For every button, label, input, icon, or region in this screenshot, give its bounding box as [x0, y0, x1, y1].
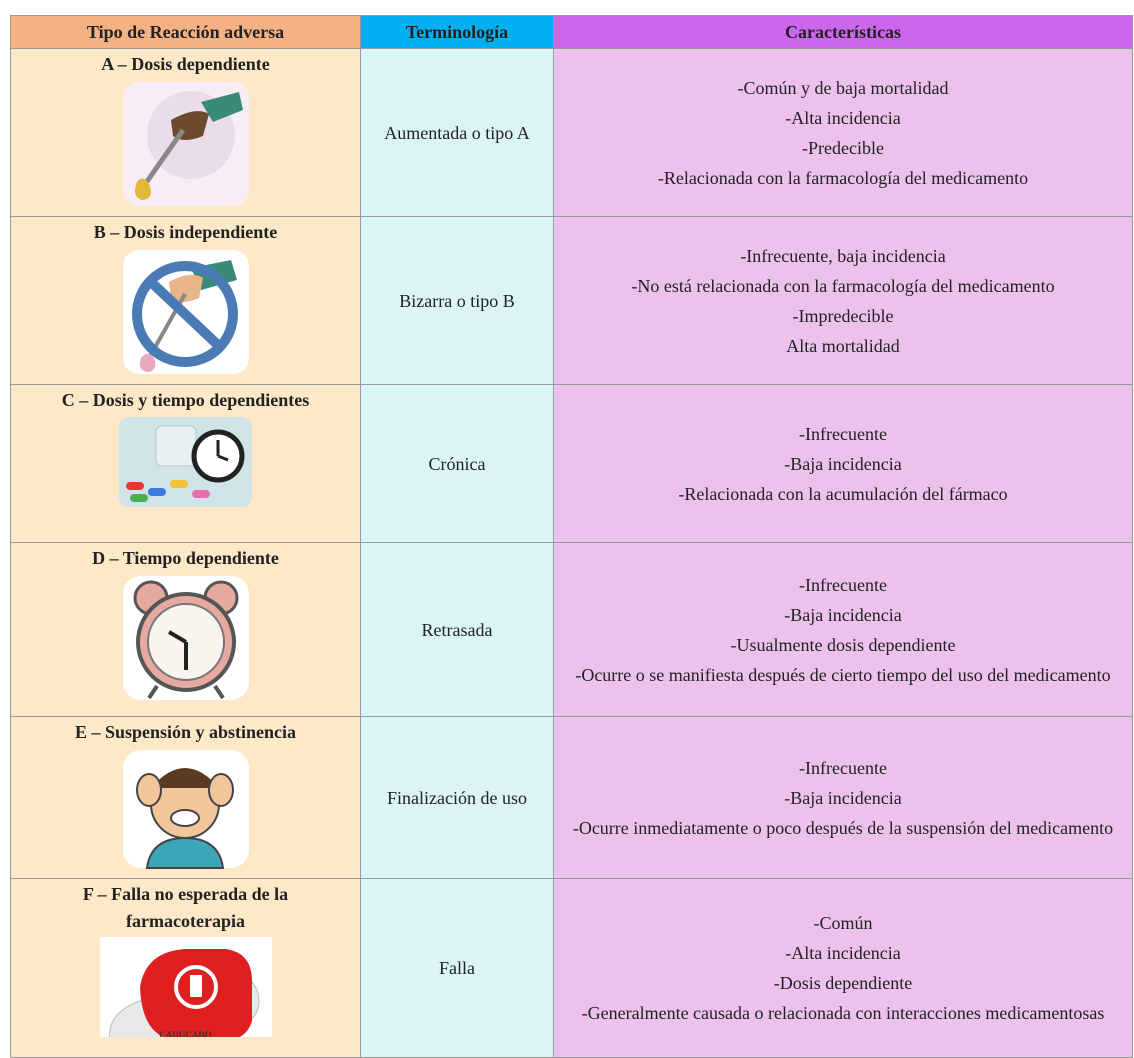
type-cell: E – Suspensión y abstinencia [10, 716, 361, 879]
characteristic: -Infrecuente [799, 757, 887, 778]
icon [99, 937, 272, 1037]
characteristic: -Usualmente dosis dependiente [730, 634, 956, 655]
type-image: CADUCADO [99, 937, 272, 1037]
type-label: F – Falla no esperada de la farmacoterap… [82, 884, 289, 931]
terminology-cell: Falla [360, 878, 554, 1058]
reactions-table: Tipo de Reacción adversa Terminología Ca… [10, 15, 1133, 1058]
characteristic: -No está relacionada con la farmacología… [631, 275, 1055, 296]
characteristic: -Impredecible [792, 305, 894, 326]
characteristic: -Relacionada con la acumulación del fárm… [678, 483, 1008, 504]
characteristic: -Ocurre inmediatamente o poco después de… [572, 817, 1114, 838]
characteristic: -Alta incidencia [785, 107, 901, 128]
characteristic: -Dosis dependiente [773, 973, 913, 993]
characteristic: -Ocurre o se manifiesta después de ciert… [575, 664, 1111, 685]
characteristics-cell: -Infrecuente -Baja incidencia -Ocurre inme… [553, 716, 1133, 879]
characteristics-cell: -Común -Alta incidencia -Dosis dependiente… [553, 878, 1133, 1058]
page: Tipo de Reacción adversa Terminología Ca… [10, 15, 1133, 1058]
type-image [121, 248, 251, 384]
table-row: D – Tiempo dependiente Retrasada -Infrecue… [10, 542, 1133, 717]
type-cell: C – Dosis y tiempo dependientes [10, 384, 361, 543]
type-label: C – Dosis y tiempo dependientes [61, 390, 310, 410]
characteristic: -Infrecuente, baja incidencia [740, 245, 946, 266]
characteristic: -Común [813, 913, 873, 933]
table-row: C – Dosis y tiempo dependientes Crónica -I… [10, 384, 1133, 543]
table-row: A – Dosis dependiente Aumentada o tipo A-… [10, 48, 1133, 217]
header-cell: Terminología [360, 15, 554, 49]
type-cell: B – Dosis independiente [10, 216, 361, 385]
characteristic: -Baja incidencia [784, 453, 902, 474]
type-cell: A – Dosis dependiente [10, 48, 361, 217]
icon [122, 576, 249, 700]
type-image [121, 748, 251, 878]
type-label: D – Tiempo dependiente [92, 548, 279, 568]
header-row: Tipo de Reacción adversa Terminología Ca… [10, 15, 1133, 49]
characteristics-cell: -Infrecuente -Baja incidencia -Usualmente … [553, 542, 1133, 717]
characteristic: -Infrecuente [799, 423, 887, 444]
type-image [121, 80, 251, 216]
icon [122, 250, 249, 374]
characteristic: -Relacionada con la farmacología del med… [657, 167, 1029, 188]
terminology-cell: Crónica [360, 384, 554, 543]
characteristics-cell: -Infrecuente -Baja incidencia -Relacionada… [553, 384, 1133, 543]
type-cell: F – Falla no esperada de la farmacoterap… [10, 878, 361, 1058]
characteristic: -Generalmente causada o relacionada con … [581, 1003, 1105, 1023]
characteristic: -Baja incidencia [784, 604, 902, 625]
type-cell: D – Tiempo dependiente [10, 542, 361, 717]
icon [119, 417, 252, 507]
table-row: B – Dosis independiente Bizarra o tipo B-… [10, 216, 1133, 385]
type-image [121, 574, 251, 710]
characteristic: -Predecible [802, 137, 884, 158]
type-label: E – Suspensión y abstinencia [74, 722, 297, 742]
header-cell: Características [553, 15, 1133, 49]
characteristic: -Infrecuente [799, 574, 887, 595]
characteristics-cell: -Común y de baja mortalidad -Alta inciden… [553, 48, 1133, 217]
terminology-cell: Finalización de uso [360, 716, 554, 879]
icon [122, 82, 249, 206]
terminology-cell: Bizarra o tipo B [360, 216, 554, 385]
characteristic: Alta mortalidad [786, 335, 900, 356]
table-row: E – Suspensión y abstinencia Finalización… [10, 716, 1133, 879]
type-image [118, 416, 253, 516]
terminology-cell: Retrasada [360, 542, 554, 717]
table-row: F – Falla no esperada de la farmacoterap… [10, 878, 1133, 1058]
characteristics-cell: -Infrecuente, baja incidencia -No está re… [553, 216, 1133, 385]
characteristic: -Alta incidencia [785, 943, 901, 963]
icon [122, 750, 249, 869]
type-label: B – Dosis independiente [93, 222, 278, 242]
header-cell: Tipo de Reacción adversa [10, 15, 361, 49]
terminology-cell: Aumentada o tipo A [360, 48, 554, 217]
image-label: CADUCADO [159, 1030, 212, 1037]
characteristic: -Común y de baja mortalidad [737, 77, 949, 98]
type-label: A – Dosis dependiente [101, 54, 270, 74]
characteristic: -Baja incidencia [784, 787, 902, 808]
